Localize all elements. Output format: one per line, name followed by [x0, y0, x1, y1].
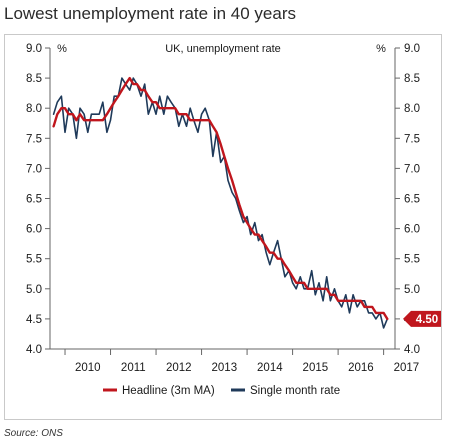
end-value-arrow [403, 310, 443, 327]
left-tick-label: 4.5 [26, 314, 42, 326]
legend-single-month-label: Single month rate [250, 385, 340, 397]
left-tick-label: 5.0 [26, 284, 42, 296]
right-tick-label: 7.0 [404, 163, 420, 175]
left-tick-label: 8.5 [26, 73, 42, 85]
right-tick-label: 6.0 [404, 224, 420, 236]
x-tick-label: 2014 [257, 362, 283, 374]
headline-series-line [52, 76, 389, 321]
chart-frame: 9.0 8.5 8.0 7.5 7.0 6.5 6.0 5.5 5.0 4.5 4.0 9.0 8.5… [4, 34, 443, 420]
right-tick-label: 5.0 [404, 284, 420, 296]
left-tick-label: 4.0 [26, 344, 42, 356]
right-tick-label: 4.0 [404, 344, 420, 356]
right-tick-label: 6.5 [404, 194, 420, 206]
right-axis: 9.08.58.07.57.06.56.05.55.04.54.0 [394, 43, 420, 356]
x-tick-label: 2016 [348, 362, 374, 374]
x-tick-label: 2013 [212, 362, 238, 374]
x-tick-label: 2011 [121, 362, 146, 374]
x-tick-label: 2012 [166, 362, 192, 374]
left-tick-label: 5.5 [26, 254, 42, 266]
end-value-marker: 4.50 [403, 310, 443, 327]
x-tick-label: 2010 [75, 362, 101, 374]
x-tick-label: 2015 [303, 362, 329, 374]
single-month-series-line [52, 77, 389, 329]
right-tick-label: 7.5 [404, 133, 420, 145]
right-axis-unit: % [376, 43, 386, 55]
left-axis-unit: % [57, 43, 67, 55]
left-tick-label: 9.0 [26, 43, 42, 55]
left-tick-label: 6.5 [26, 194, 42, 206]
left-tick-label: 7.5 [26, 133, 42, 145]
source-note: Source: ONS [4, 428, 63, 439]
left-tick-label: 7.0 [26, 163, 42, 175]
right-tick-label: 8.0 [404, 103, 420, 115]
right-tick-label: 5.5 [404, 254, 420, 266]
left-tick-label: 8.0 [26, 103, 42, 115]
x-axis: 2010 2011 2012 2013 2014 2015 2016 2017 [50, 348, 420, 374]
chart-subtitle: UK, unemployment rate [165, 43, 281, 55]
series-layer [52, 76, 389, 329]
left-tick-label: 6.0 [26, 224, 42, 236]
legend-headline-label: Headline (3m MA) [122, 385, 215, 397]
legend: Headline (3m MA) Single month rate [103, 385, 340, 397]
right-tick-label: 9.0 [404, 43, 420, 55]
unemployment-chart: 9.0 8.5 8.0 7.5 7.0 6.5 6.0 5.5 5.0 4.5 4.0 9.0 8.5… [26, 43, 443, 397]
page-title: Lowest unemployment rate in 40 years [4, 4, 296, 23]
x-tick-label: 2017 [394, 362, 420, 374]
left-axis: 9.0 8.5 8.0 7.5 7.0 6.5 6.0 5.5 5.0 4.5 4.0 [26, 43, 51, 356]
end-value-label: 4.50 [416, 314, 438, 326]
right-tick-label: 8.5 [404, 73, 420, 85]
